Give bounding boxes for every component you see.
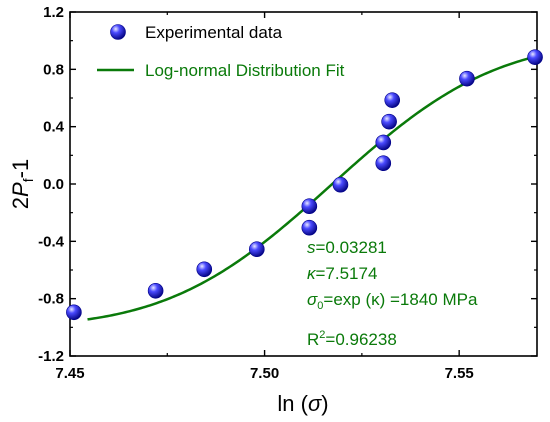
x-tick-label: 7.55: [445, 365, 474, 382]
y-axis-title: 2Pf-1: [8, 159, 36, 209]
y-tick-label: -0.8: [38, 291, 64, 308]
annotation-sigma: σ0=exp (κ) =1840 MPa: [307, 290, 478, 312]
marks: [66, 49, 543, 321]
data-point: [332, 176, 349, 193]
legend-marker: [110, 24, 126, 40]
annotation-kappa: κ=7.5174: [307, 264, 377, 283]
y-tick-label: 1.2: [43, 4, 64, 21]
data-point: [147, 282, 164, 299]
data-point: [196, 261, 213, 278]
data-point: [527, 49, 543, 65]
data-point: [381, 113, 397, 130]
annotation-r2: R2=0.96238: [307, 329, 397, 349]
legend-label-experimental: Experimental data: [145, 23, 283, 42]
data-point: [301, 219, 318, 236]
y-tick-label: -0.4: [38, 233, 65, 250]
data-point: [301, 198, 318, 215]
legend-label-fit: Log-normal Distribution Fit: [145, 61, 345, 80]
data-point: [459, 70, 475, 87]
y-tick-label: 0.8: [43, 61, 64, 78]
data-point: [384, 92, 401, 108]
y-tick-label: 0.4: [43, 119, 65, 136]
data-point: [375, 134, 392, 151]
y-tick-label: 0.0: [43, 176, 64, 193]
x-tick-label: 7.45: [55, 365, 84, 382]
x-tick-label: 7.50: [250, 365, 279, 382]
annotation-s: s=0.03281: [307, 238, 387, 257]
x-axis-title: ln (σ): [277, 391, 328, 416]
axes: -1.2 -0.8 -0.4 0.0 0.4 0.8 1.2 7.45 7.50 7.55: [38, 4, 537, 382]
data-point: [248, 241, 265, 258]
annotations: s=0.03281 κ=7.5174 σ0=exp (κ) =1840 MPa …: [307, 238, 478, 349]
plot-area: [66, 11, 543, 357]
data-point: [375, 155, 392, 172]
data-point: [66, 304, 82, 321]
y-tick-label: -1.2: [38, 348, 64, 365]
legend: Experimental data Log-normal Distributio…: [97, 23, 345, 80]
